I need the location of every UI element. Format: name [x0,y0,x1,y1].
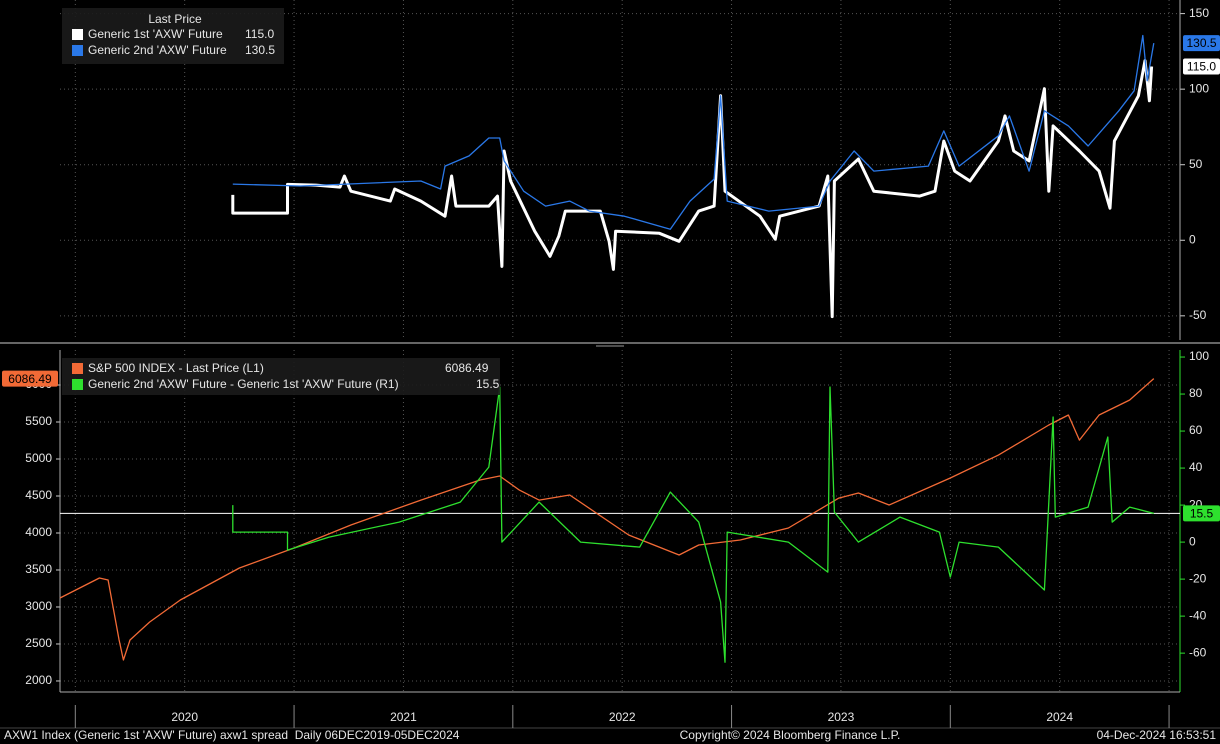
legend-title: Last Price [148,12,202,26]
legend-label: Generic 1st 'AXW' Future [88,27,223,41]
y-tick-label: 100 [1189,81,1209,95]
legend-swatch [72,363,83,374]
value-tag-label: 130.5 [1186,36,1216,50]
value-tag-label: 6086.49 [8,372,52,386]
footer-left: AXW1 Index (Generic 1st 'AXW' Future) ax… [4,728,460,742]
footer-center: Copyright© 2024 Bloomberg Finance L.P. [680,728,901,742]
y-tick-label: 2000 [25,673,52,687]
legend-swatch [72,379,83,390]
y2-tick-label: 80 [1189,386,1203,400]
value-tag [1183,505,1220,522]
y2-tick-label: 40 [1189,460,1203,474]
y2-tick-label: -20 [1189,571,1207,585]
y-tick-label: 5500 [25,414,52,428]
legend-label: Generic 2nd 'AXW' Future - Generic 1st '… [88,377,399,391]
y-tick-label: 0 [1189,232,1196,246]
legend-swatch [72,45,83,56]
series-line [232,386,1154,663]
legend-value: 6086.49 [445,361,489,375]
y2-tick-label: -60 [1189,645,1207,659]
legend-label: S&P 500 INDEX - Last Price (L1) [88,361,264,375]
value-tag [2,370,58,387]
legend-value: 15.5 [476,377,500,391]
y-tick-label: 150 [1189,6,1209,20]
series-line [232,34,1155,230]
footer-right: 04-Dec-2024 16:53:51 [1097,728,1217,742]
y2-tick-label: 60 [1189,423,1203,437]
y2-tick-label: 0 [1189,534,1196,548]
y-tick-label: 50 [1189,157,1203,171]
y-tick-label: 5000 [25,451,52,465]
x-axis-band [0,692,1220,728]
y2-tick-label: 100 [1189,349,1209,363]
x-tick-label: 2020 [171,710,198,724]
legend-box [62,8,284,64]
value-tag-label: 115.0 [1187,60,1216,74]
x-tick-label: 2024 [1046,710,1073,724]
y2-tick-label: -40 [1189,608,1207,622]
legend-label: Generic 2nd 'AXW' Future [88,43,227,57]
x-tick-label: 2023 [828,710,855,724]
value-tag-label: 15.5 [1190,507,1214,521]
y-tick-label: 2500 [25,636,52,650]
value-tag [1183,35,1220,52]
x-tick-label: 2021 [390,710,417,724]
y-tick-label: 4000 [25,525,52,539]
value-tag [1183,58,1220,75]
series-line [231,59,1154,319]
y-tick-label: 4500 [25,488,52,502]
legend-value: 115.0 [245,27,274,41]
legend-swatch [72,29,83,40]
y-tick-label: 3000 [25,599,52,613]
series-line [59,378,1155,661]
y-tick-label: -50 [1189,308,1207,322]
y-tick-label: 3500 [25,562,52,576]
x-tick-label: 2022 [609,710,636,724]
legend-value: 130.5 [245,43,275,57]
legend-box [62,358,500,395]
